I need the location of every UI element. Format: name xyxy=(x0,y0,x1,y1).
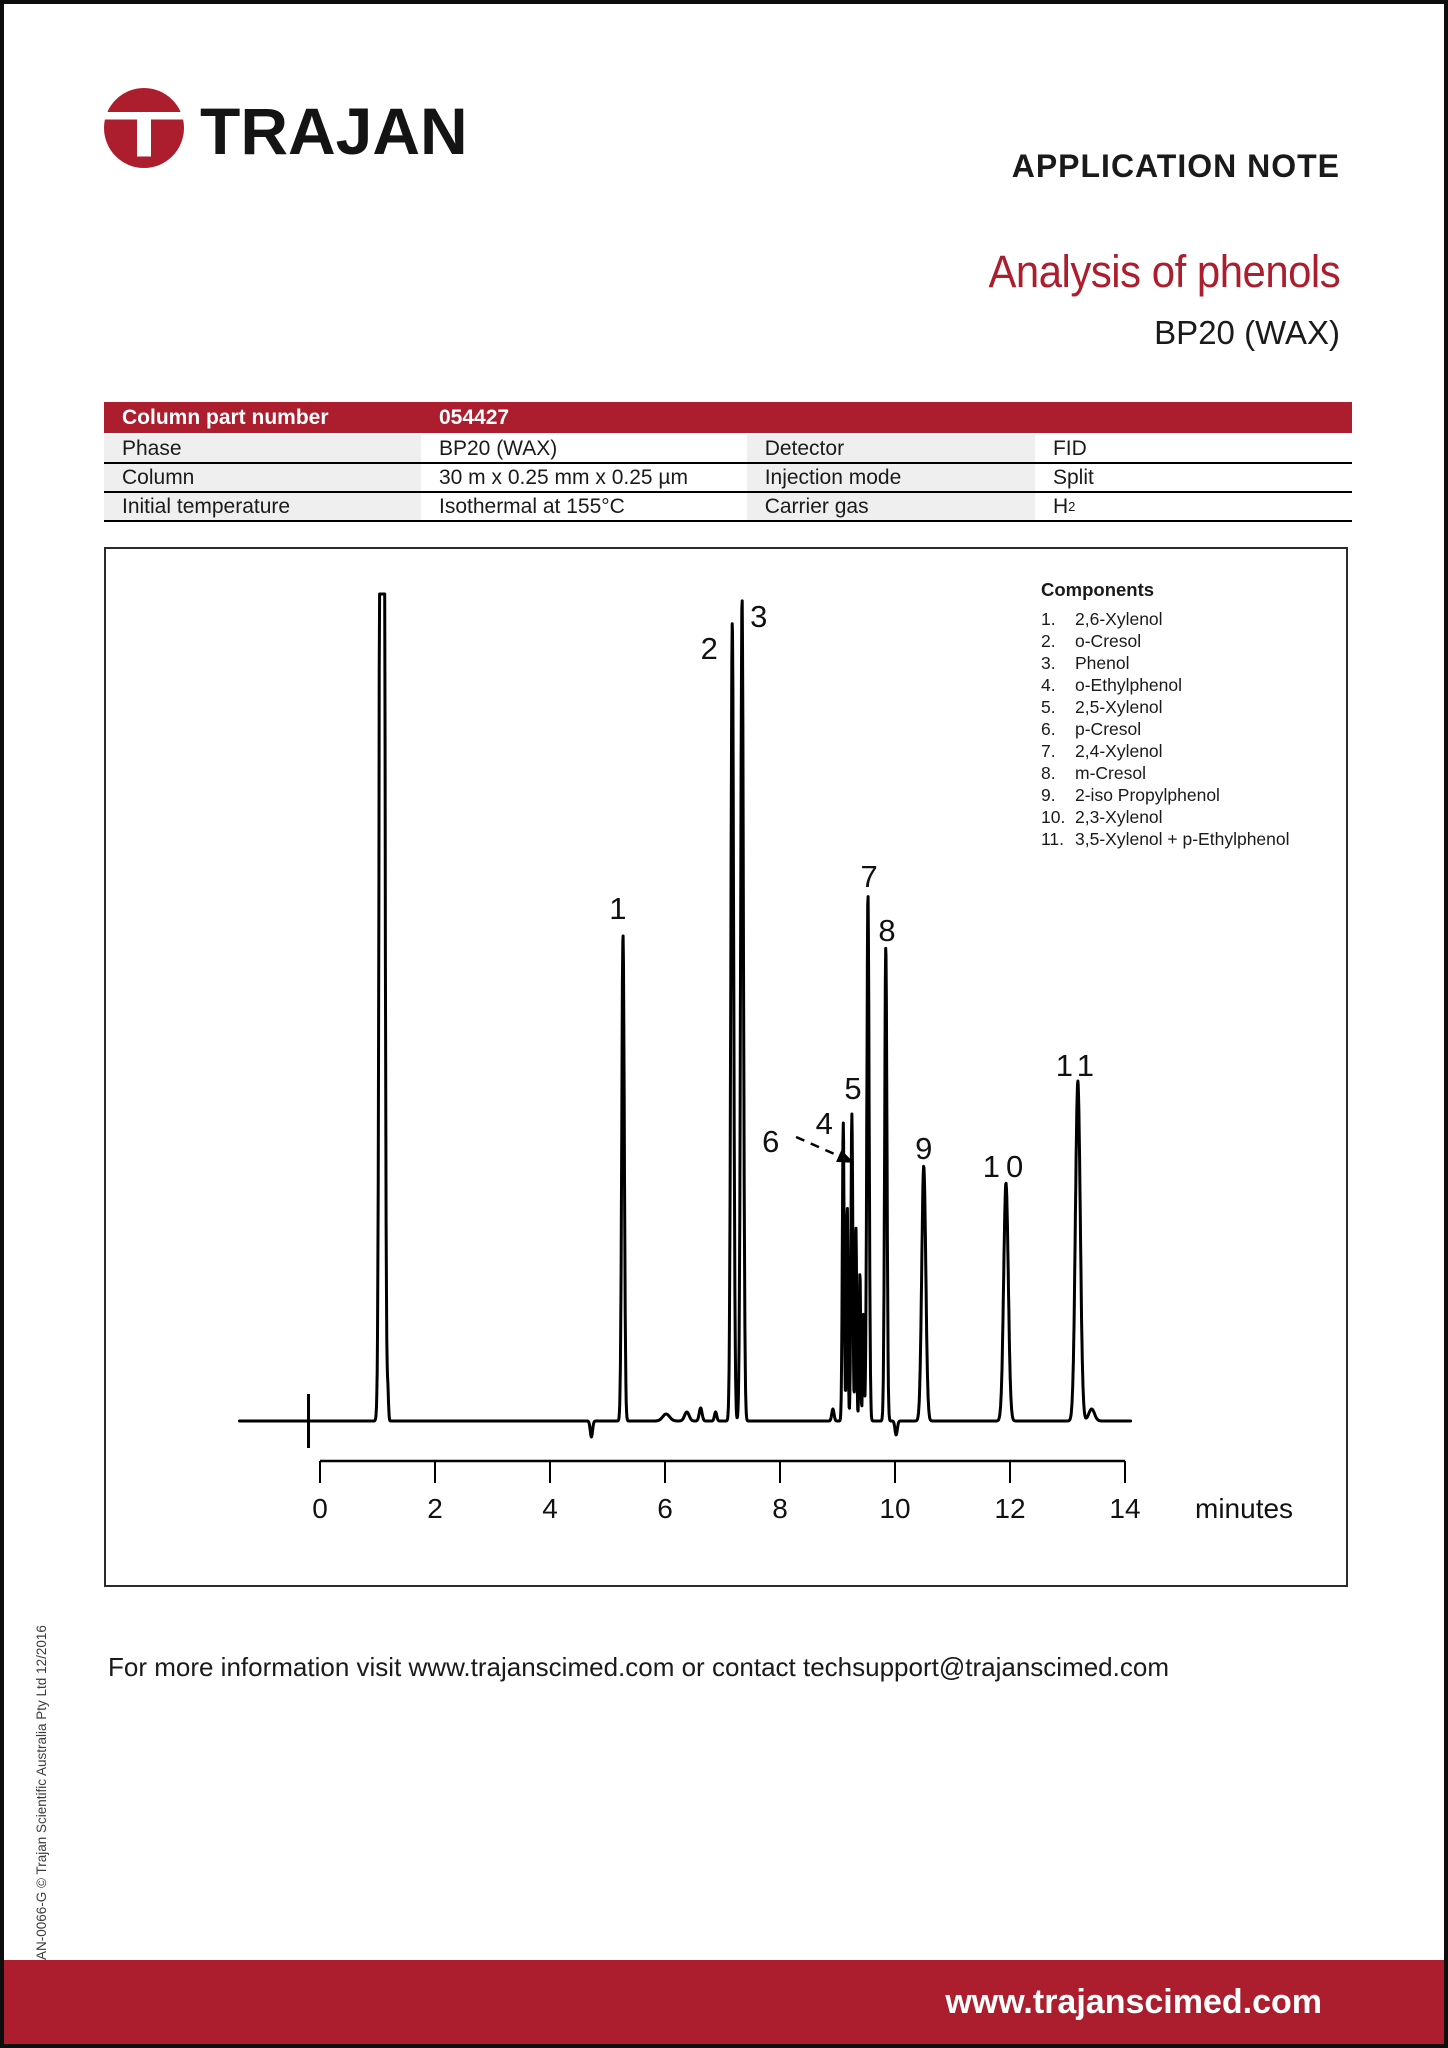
legend-item: 7. 2,4-Xylenol xyxy=(1041,740,1290,762)
logo-wordmark: TRAJAN xyxy=(200,94,468,168)
document-reference-vertical: AN-0066-G © Trajan Scientific Australia … xyxy=(34,1625,49,1960)
x-axis-tick-label: 2 xyxy=(427,1493,443,1524)
trajan-logo: TRAJAN xyxy=(104,88,468,168)
legend-item-name: o-Ethylphenol xyxy=(1075,675,1183,695)
logo-t-crossbar xyxy=(104,112,184,120)
peak-label-2: 2 xyxy=(701,631,718,666)
x-axis-tick-label: 0 xyxy=(312,1493,328,1524)
legend-item: 11. 3,5-Xylenol + p-Ethylphenol xyxy=(1041,828,1290,850)
legend-item-name: 2,5-Xylenol xyxy=(1075,697,1163,717)
peak-label-9: 9 xyxy=(915,1131,932,1166)
row-value: Isothermal at 155°C xyxy=(438,494,625,518)
legend-item-number: 10. xyxy=(1041,807,1066,827)
legend-item: 4. o-Ethylphenol xyxy=(1041,674,1290,696)
row-value: 30 m x 0.25 mm x 0.25 µm xyxy=(438,465,689,489)
x-axis-unit-label: minutes xyxy=(1195,1493,1293,1524)
legend-item-number: 5. xyxy=(1041,697,1056,717)
components-legend: Components 1. 2,6-Xylenol 2. o-Cresol 3. Phen… xyxy=(1041,579,1290,850)
x-axis-tick-label: 4 xyxy=(542,1493,558,1524)
legend-item-number: 2. xyxy=(1041,631,1056,651)
peak-label-11: 11 xyxy=(1056,1048,1100,1083)
legend-item-name: 2-iso Propylphenol xyxy=(1075,785,1220,805)
row-label: Carrier gas xyxy=(746,493,1035,520)
legend-item-number: 9. xyxy=(1041,785,1056,805)
legend-item-name: 2,6-Xylenol xyxy=(1075,609,1163,629)
x-axis-tick-label: 6 xyxy=(657,1493,673,1524)
legend-item-name: Phenol xyxy=(1075,653,1130,673)
legend-item-name: 2,4-Xylenol xyxy=(1075,741,1163,761)
table-row: Phase BP20 (WAX) Detector FID xyxy=(104,435,1352,464)
trajan-logo-icon xyxy=(104,88,184,168)
chromatogram-trace xyxy=(238,592,1133,1439)
peak-label-7: 7 xyxy=(861,859,878,894)
x-axis-tick-label: 8 xyxy=(772,1493,788,1524)
legend-item-name: o-Cresol xyxy=(1075,631,1142,651)
legend-item: 3. Phenol xyxy=(1041,652,1290,674)
page-title: Analysis of phenols xyxy=(988,246,1340,297)
legend-item-name: 2,3-Xylenol xyxy=(1075,807,1163,827)
conditions-table: Column part number 054427 Phase BP20 (WA… xyxy=(104,402,1352,522)
row-value: BP20 (WAX) xyxy=(438,436,558,460)
carrier-gas-symbol: H xyxy=(1052,494,1069,518)
row-value: Split xyxy=(1052,465,1094,489)
peak6-arrow-head xyxy=(836,1149,855,1163)
peak-label-3: 3 xyxy=(750,599,767,634)
table-header-value: 054427 xyxy=(438,405,510,429)
chromatogram-panel: 0 2 4 6 8 10 12 14 minutes 1 2 3 4 5 6 7 8 9 10 11 Componen… xyxy=(104,547,1348,1587)
components-legend-title: Components xyxy=(1041,579,1155,600)
legend-item-number: 11. xyxy=(1041,829,1065,849)
table-row: Initial temperature Isothermal at 155°C … xyxy=(104,493,1352,522)
legend-item: 8. m-Cresol xyxy=(1041,762,1290,784)
x-axis-tick-label: 10 xyxy=(879,1493,910,1524)
peak-label-6: 6 xyxy=(762,1124,779,1159)
legend-item: 2. o-Cresol xyxy=(1041,630,1290,652)
legend-item-name: 3,5-Xylenol + p-Ethylphenol xyxy=(1075,829,1290,849)
x-axis-tick-label: 12 xyxy=(994,1493,1025,1524)
peak-label-5: 5 xyxy=(844,1071,861,1106)
legend-item-number: 6. xyxy=(1041,719,1056,739)
footer-website-link[interactable]: www.trajanscimed.com xyxy=(945,1982,1322,2021)
table-header-row: Column part number 054427 xyxy=(104,402,1352,433)
peak-label-1: 1 xyxy=(609,891,626,926)
legend-item: 9. 2-iso Propylphenol xyxy=(1041,784,1290,806)
table-header-spacer xyxy=(1035,402,1352,433)
legend-item: 6. p-Cresol xyxy=(1041,718,1290,740)
row-label: Column xyxy=(104,464,421,491)
components-legend-list: 1. 2,6-Xylenol 2. o-Cresol 3. Phenol 4. o-Ethyl… xyxy=(1041,608,1290,850)
legend-item-number: 3. xyxy=(1041,653,1056,673)
footer-bar: www.trajanscimed.com xyxy=(4,1960,1444,2044)
x-axis-tick-label: 14 xyxy=(1109,1493,1140,1524)
peak-label-10: 10 xyxy=(983,1149,1029,1184)
row-label: Injection mode xyxy=(746,464,1035,491)
legend-item: 1. 2,6-Xylenol xyxy=(1041,608,1290,630)
logo-t-stem xyxy=(137,119,151,157)
legend-item-number: 1. xyxy=(1041,609,1056,629)
row-label: Detector xyxy=(746,435,1035,462)
legend-item: 10. 2,3-Xylenol xyxy=(1041,806,1290,828)
row-label: Phase xyxy=(104,435,421,462)
legend-item-number: 8. xyxy=(1041,763,1056,783)
table-row: Column 30 m x 0.25 mm x 0.25 µm Injectio… xyxy=(104,464,1352,493)
legend-item-number: 7. xyxy=(1041,741,1056,761)
row-label: Initial temperature xyxy=(104,493,421,520)
peak-label-8: 8 xyxy=(878,913,895,948)
table-header-label: Column part number xyxy=(122,405,329,429)
table-header-spacer xyxy=(747,402,1035,433)
footer-info-text: For more information visit www.trajansci… xyxy=(108,1652,1169,1682)
legend-item-name: p-Cresol xyxy=(1075,719,1142,739)
row-value: FID xyxy=(1052,436,1087,460)
legend-item-number: 4. xyxy=(1041,675,1056,695)
application-note-label: APPLICATION NOTE xyxy=(1011,148,1340,184)
legend-item: 5. 2,5-Xylenol xyxy=(1041,696,1290,718)
legend-item-name: m-Cresol xyxy=(1075,763,1146,783)
page-subtitle: BP20 (WAX) xyxy=(1154,314,1340,351)
peak-label-4: 4 xyxy=(816,1106,833,1141)
